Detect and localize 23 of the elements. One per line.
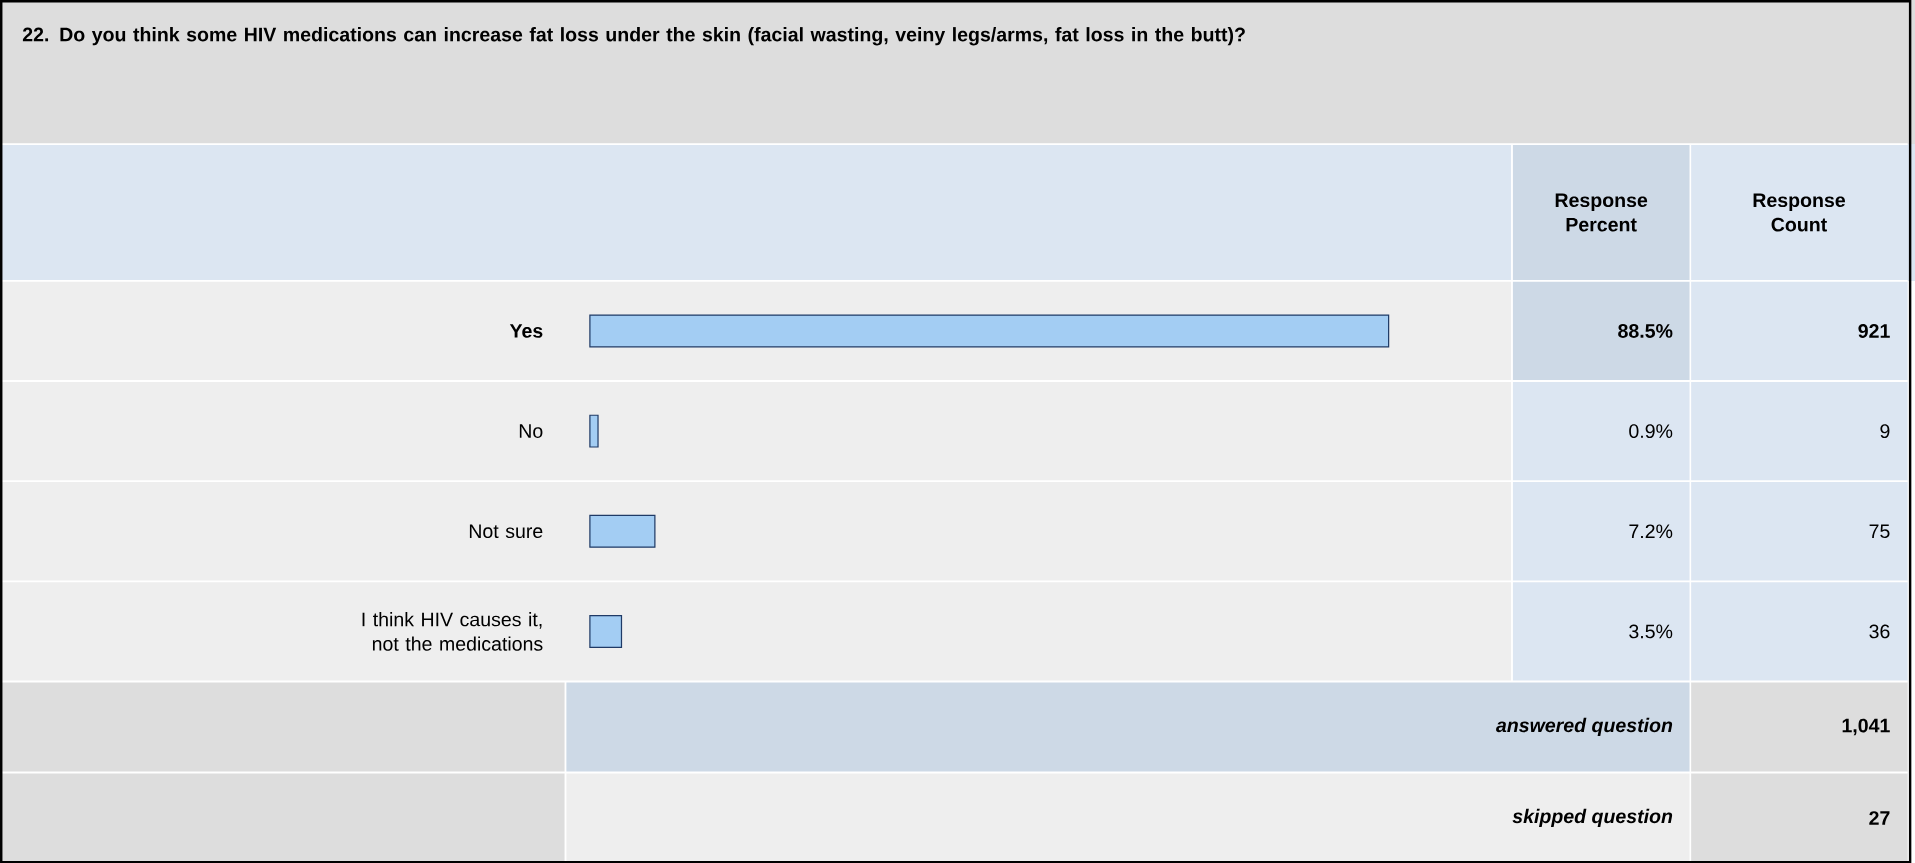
text: 27 (1869, 810, 1890, 825)
bar (589, 514, 656, 548)
bar (589, 414, 599, 448)
text: Response Count (1753, 193, 1846, 232)
bar (589, 314, 1390, 348)
y-tick-label: Yes (509, 323, 543, 338)
data-label: 7.2% (1629, 524, 1673, 538)
data-label: 88.5% (1618, 323, 1673, 338)
chart-title: 22. Do you think some HIV medications can increase fat loss under the skin (facial wasting, veiny legs/arms, fat loss in the butt)? (22, 26, 1245, 46)
data-label: 3.5% (1629, 624, 1673, 639)
y-tick-label: I think HIV causes it, not the medications (362, 611, 543, 651)
y-tick-label: Not sure (469, 524, 543, 538)
text: 921 (1858, 323, 1890, 338)
text: 9 (1880, 423, 1890, 438)
text: answered question (1496, 717, 1673, 736)
text: skipped question (1512, 808, 1673, 827)
data-label: 0.9% (1629, 423, 1673, 438)
text: 75 (1869, 524, 1890, 538)
bar (589, 614, 623, 648)
y-tick-label: No (519, 424, 543, 438)
text: 1,041 (1842, 718, 1890, 736)
text: 36 (1869, 624, 1890, 639)
text: Response Percent (1555, 193, 1648, 232)
